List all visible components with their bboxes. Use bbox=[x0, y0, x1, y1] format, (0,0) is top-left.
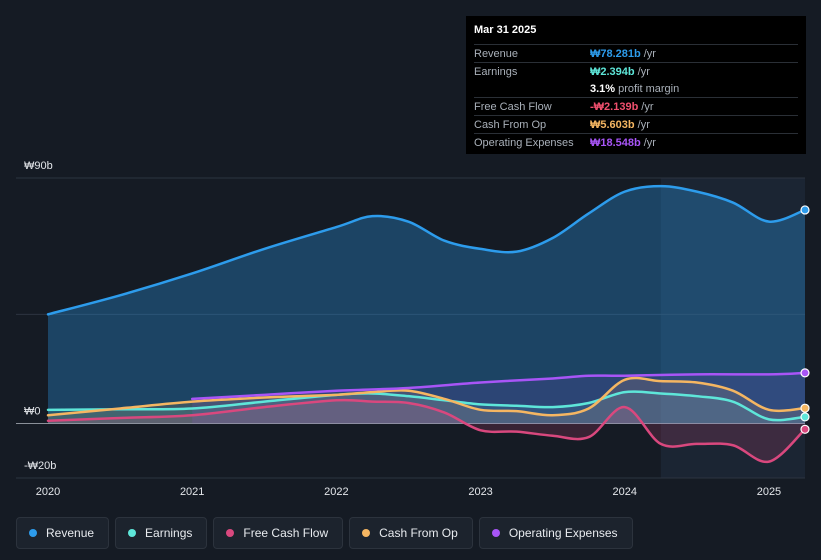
x-tick-label: 2021 bbox=[180, 486, 204, 498]
legend-label: Free Cash Flow bbox=[243, 526, 329, 540]
line-revenue bbox=[46, 184, 807, 316]
legend-dot-icon bbox=[362, 529, 371, 537]
endpoint-revenue bbox=[800, 205, 810, 215]
legend-item-revenue[interactable]: Revenue bbox=[16, 517, 110, 549]
legend-dot-icon bbox=[226, 529, 235, 537]
x-tick-label: 2020 bbox=[36, 486, 60, 498]
tooltip-label: Revenue bbox=[474, 47, 519, 60]
tooltip-unit: /yr bbox=[641, 100, 654, 113]
tooltip-value: ₩2.394b bbox=[590, 65, 635, 78]
tooltip-value: -₩2.139b bbox=[590, 100, 639, 113]
legend-item-cash-from-op[interactable]: Cash From Op bbox=[349, 517, 473, 549]
tooltip-label: Free Cash Flow bbox=[474, 100, 552, 113]
area-free-cash-flow bbox=[48, 400, 805, 462]
legend: Revenue Earnings Free Cash Flow Cash Fro… bbox=[16, 517, 633, 549]
tooltip-value: ₩18.548b bbox=[590, 136, 641, 149]
legend-item-earnings[interactable]: Earnings bbox=[115, 517, 208, 549]
legend-dot-icon bbox=[29, 529, 37, 537]
tooltip: Mar 31 2025 Revenue ₩78.281b /yr Earning… bbox=[466, 16, 806, 154]
tooltip-unit: /yr bbox=[637, 65, 650, 78]
tooltip-unit: /yr bbox=[643, 136, 656, 149]
y-tick-label: -₩20b bbox=[24, 460, 56, 472]
tooltip-row-earnings: Earnings ₩2.394b /yr bbox=[474, 62, 798, 80]
tooltip-unit: profit margin bbox=[618, 82, 680, 95]
tooltip-unit: /yr bbox=[643, 47, 656, 60]
endpoint-operating-expenses bbox=[800, 368, 810, 378]
legend-label: Earnings bbox=[145, 526, 193, 540]
x-tick-label: 2023 bbox=[468, 486, 492, 498]
legend-dot-icon bbox=[491, 529, 500, 537]
legend-label: Revenue bbox=[46, 526, 95, 540]
endpoint-earnings bbox=[800, 412, 810, 422]
line-operating-expenses bbox=[190, 371, 807, 401]
line-free-cash-flow bbox=[46, 398, 807, 464]
line-earnings bbox=[46, 390, 807, 422]
tooltip-label: Earnings bbox=[474, 65, 518, 78]
x-tick-label: 2024 bbox=[613, 486, 637, 498]
y-tick-label: ₩90b bbox=[24, 160, 53, 172]
legend-dot-icon bbox=[128, 529, 137, 537]
legend-item-free-cash-flow[interactable]: Free Cash Flow bbox=[213, 517, 344, 549]
tooltip-label: Operating Expenses bbox=[474, 136, 574, 149]
tooltip-label: Cash From Op bbox=[474, 118, 547, 131]
legend-label: Cash From Op bbox=[379, 526, 458, 540]
tooltip-value: ₩5.603b bbox=[590, 118, 635, 131]
legend-label: Operating Expenses bbox=[508, 526, 618, 540]
tooltip-row-free-cash-flow: Free Cash Flow -₩2.139b /yr bbox=[474, 97, 798, 115]
tooltip-row-operating-expenses: Operating Expenses ₩18.548b /yr bbox=[474, 133, 798, 151]
highlight-region bbox=[660, 178, 805, 478]
tooltip-date: Mar 31 2025 bbox=[474, 24, 537, 36]
tooltip-row-cash-from-op: Cash From Op ₩5.603b /yr bbox=[474, 115, 798, 133]
endpoint-cash-from-op bbox=[800, 403, 810, 413]
x-tick-label: 2025 bbox=[757, 486, 781, 498]
tooltip-value: ₩78.281b bbox=[590, 47, 641, 60]
line-cash-from-op bbox=[46, 376, 807, 417]
legend-item-operating-expenses[interactable]: Operating Expenses bbox=[478, 517, 633, 549]
tooltip-value: 3.1% bbox=[590, 82, 616, 95]
tooltip-row-profit-margin: 3.1% profit margin bbox=[474, 80, 798, 97]
tooltip-unit: /yr bbox=[637, 118, 650, 131]
tooltip-row-revenue: Revenue ₩78.281b /yr bbox=[474, 44, 798, 62]
y-tick-label: ₩0 bbox=[24, 405, 41, 417]
x-tick-label: 2022 bbox=[324, 486, 348, 498]
area-operating-expenses bbox=[192, 372, 805, 424]
area-revenue bbox=[48, 186, 805, 424]
endpoint-free-cash-flow bbox=[800, 424, 810, 434]
